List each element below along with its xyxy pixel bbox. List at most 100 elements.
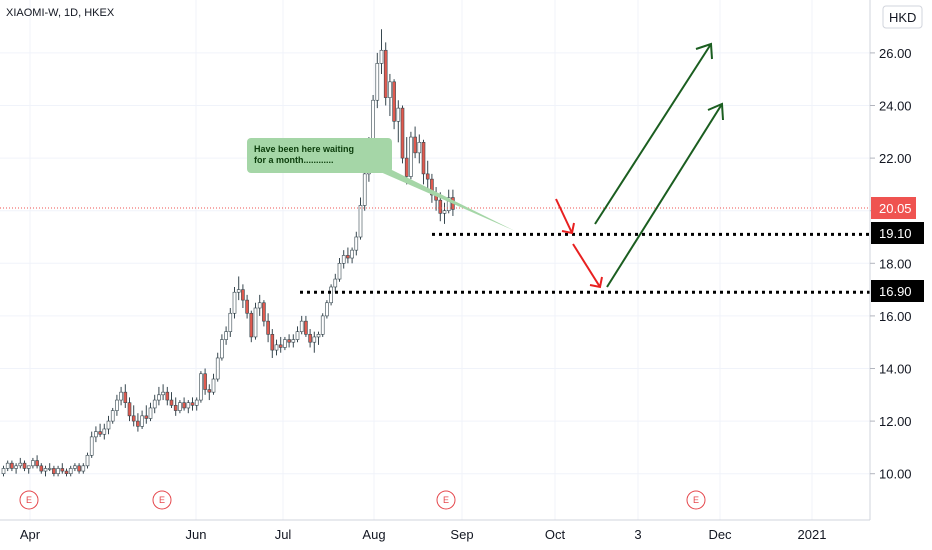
candle	[329, 284, 333, 306]
candle	[396, 100, 401, 143]
candle	[22, 460, 27, 472]
price-tick-label: 10.00	[879, 467, 912, 482]
candle-body-up	[295, 331, 300, 340]
earnings-marker[interactable]: E	[152, 490, 172, 510]
callout-line-2: for a month............	[254, 155, 334, 165]
current-price-tag: 20.05	[871, 197, 916, 219]
price-tick-label: 18.00	[879, 256, 912, 271]
candle	[341, 250, 346, 269]
candle	[14, 463, 18, 474]
candle-body-down	[413, 136, 417, 154]
green-arrows	[594, 42, 724, 288]
time-axis[interactable]: Apr Jun Jul Aug Sep Oct 3 Dec 2021	[20, 527, 827, 542]
candle-body-up	[215, 357, 220, 380]
candle	[5, 460, 10, 472]
candle	[10, 460, 14, 472]
candle	[173, 397, 178, 416]
candle-body-up	[299, 320, 304, 332]
currency-button-bg[interactable]	[882, 5, 923, 29]
candle-body-down	[39, 465, 44, 472]
candle-body-down	[270, 334, 275, 351]
price-tick-label: 12.00	[879, 414, 912, 429]
candle	[56, 465, 60, 477]
earnings-marker-circle[interactable]	[152, 490, 172, 510]
candle	[308, 329, 312, 348]
level-2-price-tag-text: 16.90	[879, 284, 912, 299]
candle-body-up	[106, 420, 111, 430]
candle	[119, 386, 123, 406]
candle-body-down	[207, 389, 212, 393]
candle	[31, 457, 35, 469]
price-tick-label: 22.00	[879, 151, 912, 166]
candle-body-up	[442, 210, 447, 214]
candle-body-down	[203, 373, 207, 390]
candle-body-up	[358, 205, 363, 238]
candle-body-down	[308, 334, 312, 343]
candle	[228, 308, 233, 337]
price-tick-label: 16.00	[879, 309, 912, 324]
earnings-marker-label: E	[26, 495, 32, 505]
earnings-marker-label: E	[693, 495, 699, 505]
earnings-marker-circle[interactable]	[19, 490, 39, 510]
candle-body-up	[81, 465, 86, 472]
candle-body-up	[316, 334, 321, 338]
candle	[140, 410, 144, 429]
candle-body-up	[396, 107, 401, 122]
candle-body-up	[375, 63, 380, 101]
candle-body-up	[199, 373, 203, 401]
candle	[215, 352, 220, 382]
candle-body-down	[52, 468, 56, 475]
candle	[278, 336, 283, 353]
candle-body-up	[148, 407, 153, 419]
candle-body-down	[131, 415, 136, 422]
candle	[131, 405, 136, 427]
candle-body-up	[236, 289, 241, 293]
current-price-tag-text: 20.05	[879, 201, 912, 216]
earnings-marker[interactable]: E	[686, 490, 706, 510]
earnings-marker-circle[interactable]	[686, 490, 706, 510]
candle	[333, 273, 338, 293]
candle-body-up	[94, 431, 98, 438]
callout: Have been here waiting for a month......…	[247, 138, 515, 231]
candle-body-down	[245, 299, 249, 314]
level-1-price-tag-text: 19.10	[879, 226, 912, 241]
candle-body-down	[400, 107, 405, 159]
candle	[148, 402, 153, 422]
candle-body-up	[26, 465, 31, 469]
candle	[115, 394, 119, 416]
red-arrow-1	[555, 198, 573, 234]
candle-body-up	[102, 428, 107, 435]
earnings-marker[interactable]: E	[19, 490, 39, 510]
candle-body-down	[77, 465, 81, 472]
candle-body-down	[98, 431, 102, 435]
candle-body-down	[262, 302, 266, 322]
earnings-marker-label: E	[159, 495, 165, 505]
candle-body-down	[383, 49, 388, 98]
candle-body-down	[165, 391, 170, 401]
candle-body-down	[249, 312, 254, 338]
candle-body-up	[152, 399, 157, 409]
candle	[85, 452, 90, 469]
earnings-marker[interactable]: E	[436, 490, 456, 510]
earnings-marker-circle[interactable]	[436, 490, 456, 510]
level-2-price-tag: 16.90	[871, 280, 924, 302]
currency-button[interactable]: HKD	[882, 5, 923, 29]
candle-body-down	[144, 415, 149, 419]
price-tick-label: 24.00	[879, 99, 912, 114]
candle	[35, 455, 39, 469]
candle	[316, 331, 321, 345]
candle	[102, 423, 107, 440]
candle-body-up	[257, 302, 262, 309]
candle	[283, 336, 287, 351]
candle	[207, 384, 212, 401]
candle-body-up	[115, 399, 119, 411]
candle-body-up	[194, 399, 199, 406]
candle	[18, 457, 23, 469]
candle	[413, 126, 417, 159]
candle-body-up	[333, 278, 338, 288]
candle	[253, 302, 258, 340]
candle	[236, 276, 241, 301]
candle	[295, 326, 300, 343]
